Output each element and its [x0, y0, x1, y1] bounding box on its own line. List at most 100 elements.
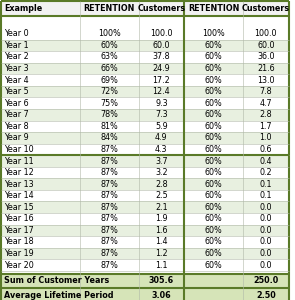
- Bar: [139, 144, 184, 155]
- Bar: [184, 28, 243, 40]
- Text: Year 4: Year 4: [4, 76, 28, 85]
- Bar: [184, 98, 243, 109]
- Bar: [80, 202, 139, 213]
- Text: 2.1: 2.1: [155, 203, 168, 212]
- Text: 2.5: 2.5: [155, 191, 168, 200]
- Bar: [80, 98, 139, 109]
- Bar: [243, 98, 289, 109]
- Text: 0.0: 0.0: [260, 261, 272, 270]
- Text: 75%: 75%: [100, 99, 118, 108]
- Bar: [184, 132, 243, 144]
- Bar: [139, 98, 184, 109]
- Text: 84%: 84%: [100, 134, 118, 142]
- Bar: [243, 51, 289, 63]
- Bar: [243, 74, 289, 86]
- Text: 7.8: 7.8: [260, 87, 272, 96]
- Bar: [139, 225, 184, 236]
- Bar: [1, 190, 80, 202]
- Text: 87%: 87%: [100, 214, 118, 223]
- Bar: [139, 248, 184, 259]
- Text: Year 7: Year 7: [4, 110, 29, 119]
- Text: Year 18: Year 18: [4, 237, 33, 246]
- Bar: [184, 51, 243, 63]
- Bar: [1, 213, 80, 225]
- Bar: [80, 86, 139, 98]
- Text: Year 13: Year 13: [4, 180, 33, 189]
- Bar: [80, 288, 139, 300]
- Bar: [243, 259, 289, 271]
- Text: 100%: 100%: [202, 29, 225, 38]
- Text: Year 0: Year 0: [4, 29, 28, 38]
- Bar: [184, 236, 243, 248]
- Bar: [184, 144, 243, 155]
- Text: 2.50: 2.50: [256, 291, 276, 300]
- Bar: [243, 167, 289, 178]
- Bar: [1, 40, 80, 51]
- Text: 78%: 78%: [100, 110, 118, 119]
- Bar: [184, 259, 243, 271]
- Bar: [80, 40, 139, 51]
- Bar: [139, 86, 184, 98]
- Text: 69%: 69%: [100, 76, 118, 85]
- Text: Year 14: Year 14: [4, 191, 33, 200]
- Bar: [80, 274, 139, 288]
- Bar: [80, 225, 139, 236]
- Bar: [80, 213, 139, 225]
- Bar: [80, 259, 139, 271]
- Text: 1.1: 1.1: [155, 261, 168, 270]
- Bar: [243, 190, 289, 202]
- Text: 100%: 100%: [98, 29, 121, 38]
- Text: Year 10: Year 10: [4, 145, 33, 154]
- Bar: [243, 288, 289, 300]
- Text: 100.0: 100.0: [150, 29, 173, 38]
- Text: 63%: 63%: [100, 52, 118, 62]
- Text: Year 9: Year 9: [4, 134, 29, 142]
- Text: 4.9: 4.9: [155, 134, 168, 142]
- Text: 3.7: 3.7: [155, 157, 168, 166]
- Bar: [243, 155, 289, 167]
- Text: Year 16: Year 16: [4, 214, 33, 223]
- Bar: [139, 74, 184, 86]
- Bar: [80, 132, 139, 144]
- Bar: [139, 190, 184, 202]
- Bar: [1, 155, 80, 167]
- Bar: [139, 109, 184, 121]
- Text: Year 8: Year 8: [4, 122, 28, 131]
- Bar: [139, 121, 184, 132]
- Text: 60%: 60%: [205, 76, 222, 85]
- Bar: [243, 63, 289, 74]
- Text: 0.2: 0.2: [260, 168, 272, 177]
- Text: 5.9: 5.9: [155, 122, 168, 131]
- Bar: [184, 190, 243, 202]
- Text: 87%: 87%: [100, 203, 118, 212]
- Bar: [139, 132, 184, 144]
- Text: Year 2: Year 2: [4, 52, 29, 62]
- Bar: [139, 259, 184, 271]
- Text: 0.4: 0.4: [260, 157, 272, 166]
- Text: 0.6: 0.6: [260, 145, 272, 154]
- Bar: [184, 167, 243, 178]
- Text: Sum of Customer Years: Sum of Customer Years: [4, 277, 109, 286]
- Bar: [80, 178, 139, 190]
- Text: 100.0: 100.0: [255, 29, 277, 38]
- Text: 60%: 60%: [205, 145, 222, 154]
- Bar: [184, 40, 243, 51]
- Text: 13.0: 13.0: [257, 76, 275, 85]
- Text: 66%: 66%: [100, 64, 118, 73]
- Bar: [139, 288, 184, 300]
- Text: 9.3: 9.3: [155, 99, 168, 108]
- Bar: [184, 178, 243, 190]
- Text: 2.8: 2.8: [155, 180, 168, 189]
- Bar: [139, 51, 184, 63]
- Text: 60%: 60%: [205, 191, 222, 200]
- Text: RETENTION: RETENTION: [83, 4, 135, 14]
- Text: 60%: 60%: [205, 214, 222, 223]
- Bar: [243, 40, 289, 51]
- Text: Year 6: Year 6: [4, 99, 28, 108]
- Text: 60%: 60%: [205, 134, 222, 142]
- Bar: [1, 109, 80, 121]
- Bar: [184, 202, 243, 213]
- Text: 0.0: 0.0: [260, 249, 272, 258]
- Text: 60%: 60%: [205, 226, 222, 235]
- Bar: [139, 274, 184, 288]
